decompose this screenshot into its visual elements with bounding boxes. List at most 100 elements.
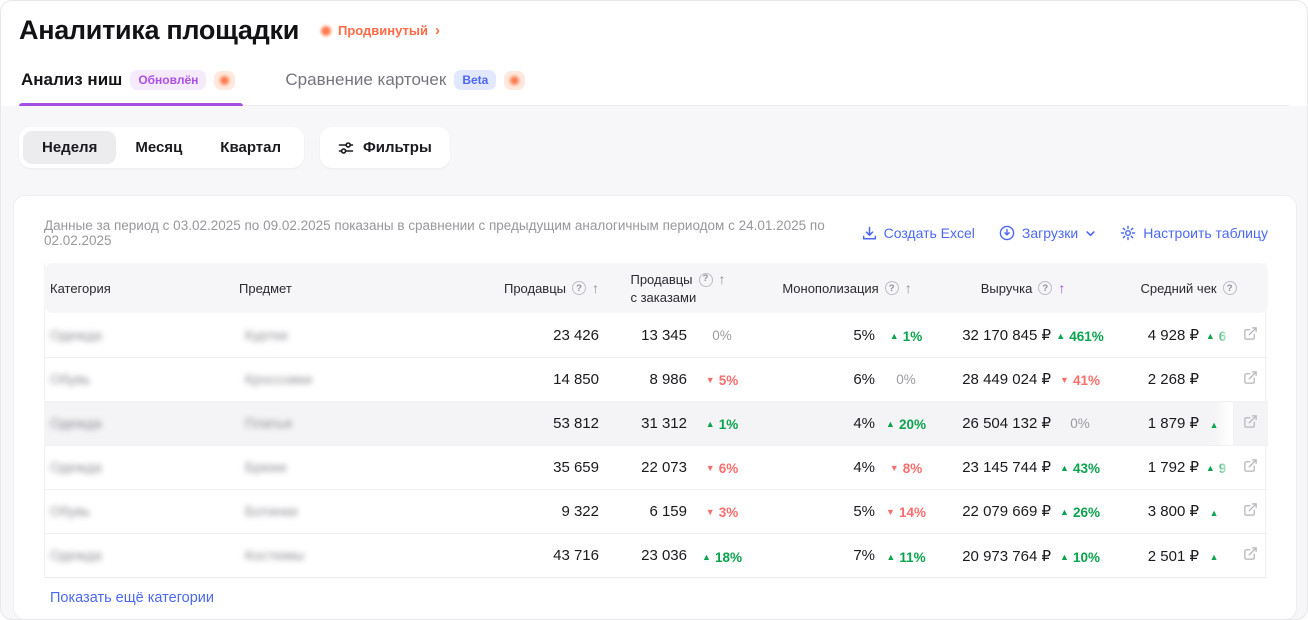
avg-check-change-cell: ▲	[1199, 532, 1234, 578]
monopolization-cell: 7%	[757, 532, 875, 578]
table-row[interactable]: Одежда Куртки 23 426 13 345 0% 5% ▲ 1% 32 170 84…	[44, 313, 1268, 357]
sort-arrow-active-icon[interactable]: ↑	[1058, 280, 1066, 297]
monopolization-change-cell: 0%	[875, 356, 938, 402]
sort-arrow-icon[interactable]: ↑	[718, 271, 726, 288]
monopolization-cell: 6%	[757, 356, 875, 402]
change-value: ▲ 1%	[889, 329, 923, 345]
sellers-with-orders-change-cell: ▼ 3%	[687, 488, 757, 534]
monopolization-change-cell: ▲ 20%	[875, 400, 938, 446]
revenue-cell: 20 973 764 ₽	[937, 532, 1052, 578]
revenue-cell: 26 504 132 ₽	[937, 400, 1052, 446]
table-row[interactable]: Одежда Платья 53 812 31 312 ▲ 1% 4% ▲ 20% 26 504 …	[44, 400, 1269, 446]
help-icon[interactable]: ?	[698, 272, 713, 287]
create-excel-button[interactable]: Создать Excel	[862, 225, 975, 241]
table-row[interactable]: Одежда Костюмы 43 716 23 036 ▲ 18% 7% ▲ 11% 20 97…	[44, 532, 1269, 578]
up-triangle-icon: ▲	[1060, 551, 1069, 562]
configure-table-button[interactable]: Настроить таблицу	[1120, 225, 1268, 241]
change-value: ▼ 41%	[1060, 373, 1100, 389]
sellers-cell: 35 659	[439, 444, 599, 490]
column-header-sellers-with-orders[interactable]: Продавцы ? ↑ с заказами	[599, 263, 757, 314]
sliders-icon	[338, 142, 354, 154]
external-link-button[interactable]	[1233, 532, 1269, 578]
page-title: Аналитика площадки	[19, 15, 299, 45]
external-link-icon	[1244, 415, 1257, 428]
change-value: ▲ 461%	[1056, 329, 1104, 345]
down-triangle-icon: ▼	[889, 463, 899, 474]
external-link-button[interactable]	[1233, 444, 1269, 490]
up-triangle-icon: ▲	[702, 551, 711, 562]
downloads-button[interactable]: Загрузки	[999, 225, 1096, 241]
revenue-cell: 23 145 744 ₽	[937, 444, 1052, 490]
show-more-categories-link[interactable]: Показать ещё категории	[50, 590, 215, 607]
table-body: Одежда Куртки 23 426 13 345 0% 5% ▲ 1% 32 170 84…	[44, 313, 1269, 578]
up-triangle-icon: ▲	[1209, 552, 1219, 563]
censored-category-text: Обувь	[50, 370, 91, 387]
change-value: ▼ 14%	[886, 505, 926, 521]
column-header-avg-check[interactable]: Средний чек ?	[1109, 263, 1269, 314]
category-cell: Обувь	[44, 488, 239, 534]
sort-arrow-icon[interactable]: ↑	[904, 280, 912, 297]
sort-arrow-icon[interactable]: ↑	[592, 280, 599, 297]
help-icon[interactable]: ?	[1222, 281, 1237, 296]
period-week-button[interactable]: Неделя	[23, 131, 117, 165]
help-icon[interactable]: ?	[1038, 281, 1053, 296]
censored-category-text: Обувь	[50, 502, 91, 519]
censored-subject-text: Платья	[245, 414, 292, 431]
subject-cell: Платья	[239, 400, 439, 446]
period-controls: Неделя Месяц Квартал Фильтры	[13, 127, 1295, 169]
down-triangle-icon: ▼	[705, 375, 715, 386]
period-quarter-button[interactable]: Квартал	[220, 139, 281, 157]
column-header-sellers[interactable]: Продавцы ? ↑	[439, 263, 599, 314]
plan-badge-label: Продвинутый	[338, 23, 428, 38]
sellers-with-orders-cell: 6 159	[599, 488, 687, 534]
column-header-revenue[interactable]: Выручка ? ↑	[937, 263, 1110, 314]
niche-table: Категория Предмет Продавцы ? ↑	[44, 263, 1269, 578]
page-body: Неделя Месяц Квартал Фильтры Данные за п…	[1, 106, 1307, 619]
configure-table-label: Настроить таблицу	[1143, 225, 1268, 242]
sellers-with-orders-change-cell: 0%	[687, 313, 757, 357]
external-link-button[interactable]	[1233, 488, 1269, 534]
category-cell: Одежда	[44, 400, 239, 446]
table-row[interactable]: Обувь Кроссовки 14 850 8 986 ▼ 5% 6% 0% 28 449 0…	[44, 356, 1269, 402]
change-value: ▲ 26%	[1060, 505, 1100, 521]
change-value-flat: 0%	[1070, 415, 1090, 431]
monopolization-change-cell: ▲ 11%	[875, 532, 938, 578]
change-value: ▼ 6%	[705, 461, 739, 477]
plan-badge[interactable]: Продвинутый ›	[313, 19, 448, 42]
monopolization-change-cell: ▲ 1%	[875, 313, 937, 357]
avg-check-change-cell: ▲	[1199, 400, 1234, 446]
tab-niche-analysis[interactable]: Анализ ниш Обновлён	[19, 64, 244, 107]
sellers-cell: 9 322	[439, 488, 599, 534]
up-triangle-icon: ▲	[1056, 331, 1066, 342]
down-triangle-icon: ▼	[886, 507, 895, 518]
column-header-monopolization[interactable]: Монополизация ? ↑	[757, 263, 938, 314]
column-header-sellers-label: Продавцы	[503, 280, 566, 296]
external-link-button[interactable]	[1233, 400, 1269, 446]
period-note: Данные за период с 03.02.2025 по 09.02.2…	[44, 218, 825, 249]
subject-cell: Костюмы	[239, 532, 439, 578]
revenue-cell: 32 170 845 ₽	[962, 327, 1052, 345]
change-value: ▼ 5%	[705, 373, 739, 389]
tab-card-comparison[interactable]: Сравнение карточек Beta	[283, 64, 527, 105]
change-value-flat: 0%	[712, 327, 732, 343]
sellers-with-orders-cell: 8 986	[599, 356, 687, 402]
censored-subject-text: Куртки	[245, 326, 288, 343]
external-link-button[interactable]	[1233, 356, 1269, 402]
table-row[interactable]: Одежда Брюки 35 659 22 073 ▼ 6% 4% ▼ 8% 23 145 74…	[44, 444, 1269, 490]
revenue-change-cell: ▼ 41%	[1051, 356, 1110, 402]
table-row[interactable]: Обувь Ботинки 9 322 6 159 ▼ 3% 5% ▼ 14% 22 079 66…	[44, 488, 1269, 534]
download-circle-icon	[999, 226, 1015, 241]
filters-button[interactable]: Фильтры	[320, 127, 450, 169]
external-link-button[interactable]	[1233, 313, 1268, 357]
up-triangle-icon: ▲	[886, 551, 896, 562]
help-icon[interactable]: ?	[572, 281, 586, 296]
sellers-cell: 14 850	[439, 356, 599, 402]
up-triangle-icon: ▲	[1060, 507, 1069, 518]
revenue-change-cell: ▲ 26%	[1051, 488, 1110, 534]
change-value: ▲ 9	[1205, 461, 1227, 477]
censored-subject-text: Брюки	[245, 458, 287, 475]
orange-dot-icon	[321, 25, 331, 36]
help-icon[interactable]: ?	[884, 281, 899, 296]
period-month-button[interactable]: Месяц	[135, 139, 183, 157]
